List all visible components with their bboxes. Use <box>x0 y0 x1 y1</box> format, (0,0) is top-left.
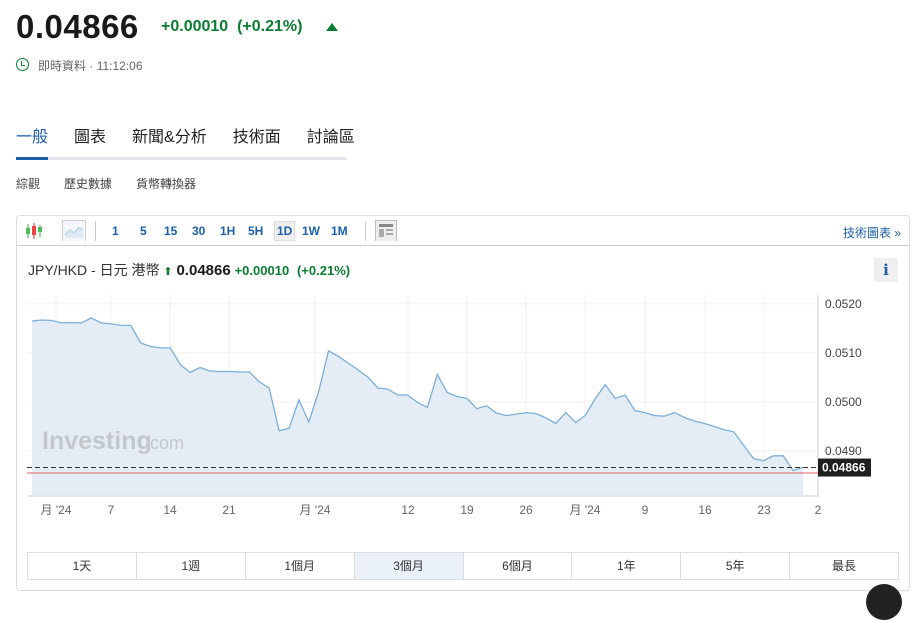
subtab-converter[interactable]: 貨幣轉換器 <box>136 177 197 191</box>
current-price: 0.04866 <box>16 8 139 45</box>
subtab-overview[interactable]: 綜觀 <box>16 177 41 191</box>
info-button[interactable]: i <box>874 258 898 282</box>
range-1d[interactable]: 1天 <box>28 553 137 579</box>
range-selector: 1天 1週 1個月 3個月 6個月 1年 5年 最長 <box>27 552 899 580</box>
interval-1w[interactable]: 1W <box>302 224 320 238</box>
clock-icon <box>16 58 29 71</box>
sub-tabs: 綜觀 歷史數據 貨幣轉換器 <box>16 175 220 192</box>
y-tick-label: 0.0500 <box>825 395 862 409</box>
x-tick-label: 19 <box>460 503 474 517</box>
change-value: +0.00010 <box>161 18 229 35</box>
interval-5[interactable]: 5 <box>140 224 147 238</box>
area-fill <box>32 318 803 495</box>
x-tick-label: 21 <box>222 503 236 517</box>
interval-15[interactable]: 15 <box>164 224 178 238</box>
x-tick-label: 月 '24 <box>300 503 331 517</box>
chart-price: 0.04866 <box>176 262 231 279</box>
price-change: +0.00010 (+0.21%) <box>161 18 302 36</box>
x-tick-label: 26 <box>519 503 533 517</box>
x-tick-label: 月 '24 <box>570 503 601 517</box>
realtime-status: 即時資料 · 11:12:06 <box>38 59 143 73</box>
range-max[interactable]: 最長 <box>832 559 857 573</box>
interval-1d[interactable]: 1D <box>274 221 296 241</box>
range-1m[interactable]: 1個月 <box>246 553 355 579</box>
tab-chart[interactable]: 圖表 <box>74 129 107 146</box>
chart-toolbar: 1 5 15 30 1H 5H 1D 1W 1M 技術圖表 » <box>17 216 909 246</box>
x-tick-label: 2 <box>815 503 822 517</box>
price-line <box>31 317 804 472</box>
interval-1h[interactable]: 1H <box>220 224 236 238</box>
tab-news[interactable]: 新聞&分析 <box>132 129 207 146</box>
tab-indicator <box>16 157 347 160</box>
chart-title: JPY/HKD - 日元 港幣 ⬆ 0.04866 +0.00010 (+0.2… <box>28 260 350 280</box>
chat-button[interactable] <box>866 584 902 620</box>
subtab-history[interactable]: 歷史數據 <box>64 177 113 191</box>
x-tick-label: 23 <box>757 503 771 517</box>
last-price-label: 0.04866 <box>822 461 866 475</box>
investing-watermark-suffix: .com <box>145 433 184 453</box>
chart-widget: 1 5 15 30 1H 5H 1D 1W 1M 技術圖表 » JPY/HKD … <box>16 215 910 591</box>
chart-change: +0.00010 <box>234 263 290 278</box>
y-tick-label: 0.0520 <box>825 297 862 311</box>
up-arrow-icon: ⬆ <box>163 266 173 278</box>
tab-technical[interactable]: 技術面 <box>232 129 281 146</box>
range-1y[interactable]: 1年 <box>572 553 682 579</box>
interval-1[interactable]: 1 <box>112 224 119 238</box>
interval-30[interactable]: 30 <box>192 224 206 238</box>
interval-1m[interactable]: 1M <box>331 224 348 238</box>
x-tick-label: 14 <box>163 503 177 517</box>
technical-chart-link[interactable]: 技術圖表 » <box>842 226 901 240</box>
range-6m[interactable]: 6個月 <box>464 553 573 579</box>
tab-general[interactable]: 一般 <box>16 129 49 146</box>
interval-5h[interactable]: 5H <box>248 224 264 238</box>
y-tick-label: 0.0490 <box>825 444 862 458</box>
last-price-tag <box>818 458 871 477</box>
main-tabs: 一般 圖表 新聞&分析 技術面 討論區 <box>16 123 381 147</box>
x-tick-label: 月 '24 <box>41 503 72 517</box>
range-3m[interactable]: 3個月 <box>354 553 464 579</box>
x-tick-label: 7 <box>108 503 115 517</box>
x-tick-label: 12 <box>401 503 415 517</box>
layout-icon[interactable] <box>375 220 397 241</box>
range-1w[interactable]: 1週 <box>137 553 246 579</box>
price-chart[interactable]: 月 '24 7 14 21 月 '24 12 19 26 月 '24 9 16 23 2 0.0520 0.… <box>0 0 918 592</box>
x-tick-label: 9 <box>642 503 649 517</box>
chart-change-pct: (+0.21%) <box>296 263 351 278</box>
status-text: 即時資料 <box>38 59 87 73</box>
candlestick-icon[interactable] <box>25 222 47 243</box>
change-percent: (+0.21%) <box>237 18 303 35</box>
pair-name: JPY/HKD - 日元 港幣 <box>28 262 160 278</box>
x-tick-label: 16 <box>698 503 712 517</box>
investing-watermark: Investing <box>42 427 152 455</box>
status-time: 11:12:06 <box>96 59 143 73</box>
range-5y[interactable]: 5年 <box>681 553 791 579</box>
y-tick-label: 0.0510 <box>825 346 862 360</box>
line-chart-icon[interactable] <box>62 220 86 241</box>
tab-forum[interactable]: 討論區 <box>306 129 355 146</box>
up-arrow-icon <box>326 23 338 31</box>
